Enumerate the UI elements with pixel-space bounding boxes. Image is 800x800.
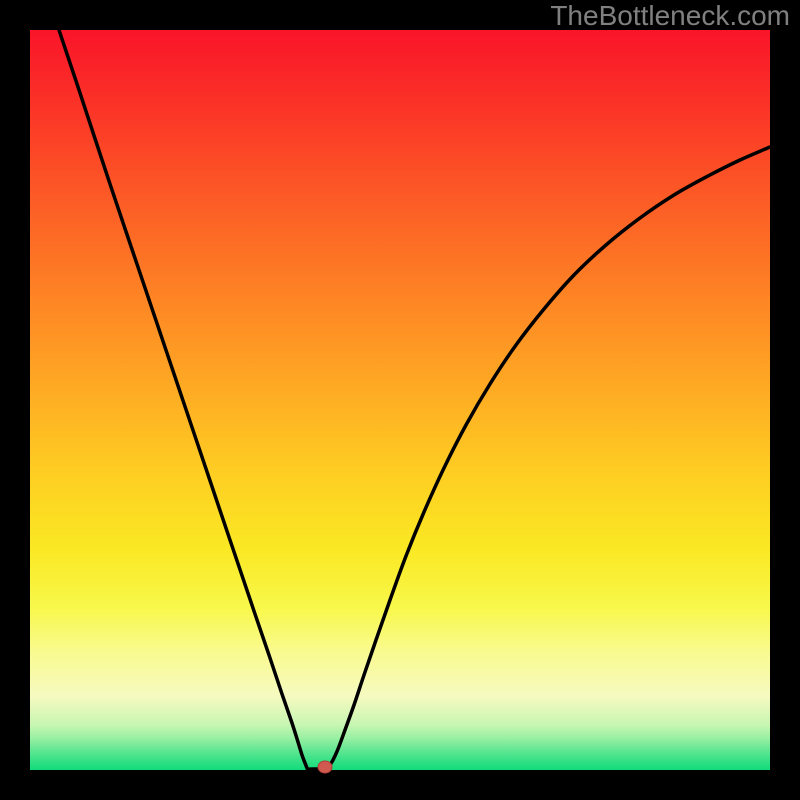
plot-background [30, 30, 770, 770]
chart-container: TheBottleneck.com [0, 0, 800, 800]
optimal-point-marker [318, 761, 332, 773]
chart-svg [0, 0, 800, 800]
watermark-text: TheBottleneck.com [550, 0, 790, 32]
